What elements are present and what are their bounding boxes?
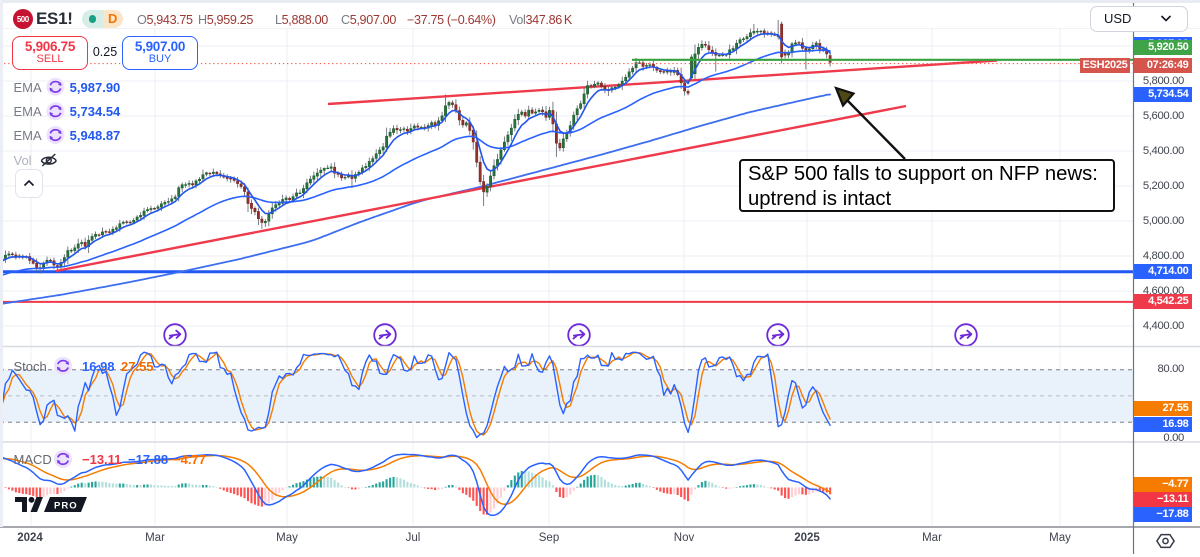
svg-text:PRO: PRO <box>54 501 78 512</box>
